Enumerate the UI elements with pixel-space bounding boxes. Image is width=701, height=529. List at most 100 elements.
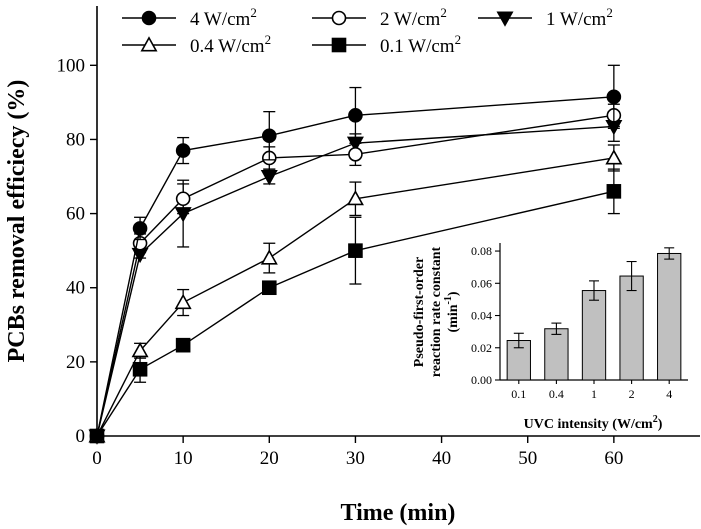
legend-item: 0.4 W/cm2 [122,32,271,57]
data-point [175,337,191,353]
main-series [88,64,623,445]
y-tick-label: 40 [66,278,85,299]
x-tick-label: 20 [260,448,279,469]
legend-label: 2 W/cm2 [380,5,447,30]
data-point [260,169,278,186]
x-axis-title: Time (min) [341,500,456,526]
inset-ylabel-line3-sup: -1 [443,296,454,304]
data-point [131,341,149,358]
data-point [175,191,191,207]
series-line [96,157,614,437]
data-point [605,149,623,165]
legend-label-sup: 2 [455,32,462,47]
inset-x-tick-label: 2 [629,387,635,401]
x-tick-label: 50 [518,448,537,469]
inset-x-tick-label: 0.1 [511,387,526,401]
data-point [132,221,148,236]
inset-bar [544,328,569,381]
inset-y-tick-label: 0.04 [471,309,492,323]
x-tick-label: 40 [432,448,451,469]
inset-ylabel-line3-main: (min [446,304,461,332]
data-point [606,184,622,199]
inset-chart: 0.00 0.02 0.04 0.06 0.08 0.1 0.4 1 2 4 UVC inten… [412,243,688,432]
data-point [174,293,192,310]
series-circle-filled [89,64,622,444]
inset-bar [619,275,644,381]
data-point [175,143,191,158]
legend-marker [496,11,514,27]
main-y-ticks: 0 20 40 60 80 100 [57,55,97,447]
legend-item: 0.1 W/cm2 [312,32,461,57]
legend-label-text: 2 W/cm [380,9,441,30]
inset-ylabel-line2: reaction rate constant [429,246,444,377]
legend-label-sup: 2 [250,5,257,20]
series-line [96,125,614,437]
legend-marker [140,36,158,52]
legend-label-sup: 2 [440,5,447,20]
legend-label: 1 W/cm2 [546,5,613,30]
legend-label-text: 0.1 W/cm [380,36,455,57]
series-square-filled [89,168,622,444]
legend-label-text: 4 W/cm [190,9,251,30]
main-x-ticks: 0 10 20 30 40 50 60 [92,436,623,469]
legend-item: 4 W/cm2 [122,5,257,30]
data-point [348,146,363,162]
legend-marker [331,10,347,26]
legend-label: 4 W/cm2 [190,5,257,30]
data-point [132,361,148,377]
inset-bar [657,252,682,381]
data-point [89,428,105,444]
x-tick-label: 10 [174,448,193,469]
data-point [606,89,622,105]
series-triangle-up-open [88,144,623,443]
legend-label-sup: 2 [265,32,272,47]
legend-label: 0.1 W/cm2 [380,32,461,57]
inset-x-tick-label: 0.4 [549,387,564,401]
series-line [96,190,615,437]
main-chart: 0 20 40 60 80 100 0 10 20 30 40 50 60 Time (min) PC… [4,5,700,526]
inset-bar [581,290,607,381]
inset-y-tick-label: 0.06 [471,276,492,290]
inset-x-tick-label: 1 [591,387,597,401]
inset-ylabel-line3-suffix: ) [446,291,461,296]
inset-xlabel-sup: 2 [653,414,658,425]
inset-y-axis-title: Pseudo-first-order reaction rate constan… [412,246,461,377]
data-point [348,108,363,123]
inset-xlabel: UVC intensity (W/cm [524,417,653,432]
x-tick-label: 60 [604,448,623,469]
data-point [261,280,277,296]
legend-marker [331,37,347,53]
data-point [261,128,277,144]
legend-label-sup: 2 [606,5,613,20]
legend-item: 1 W/cm2 [478,5,613,30]
series-line [96,96,614,437]
y-tick-label: 20 [66,352,85,373]
inset-ylabel-line3: (min-1) [443,291,461,332]
inset-y-tick-label: 0.00 [471,373,492,387]
legend-marker [141,10,157,26]
data-point [348,243,363,258]
y-tick-label: 80 [66,129,85,150]
legend-label: 0.4 W/cm2 [190,32,271,57]
inset-y-ticks: 0.00 0.02 0.04 0.06 0.08 [471,244,500,387]
data-point [346,189,364,206]
inset-y-tick-label: 0.08 [471,244,492,258]
legend-label-text: 1 W/cm [546,9,607,30]
legend-item: 2 W/cm2 [312,5,447,30]
y-axis-title: PCBs removal efficiecy (%) [4,80,30,363]
y-tick-label: 60 [66,204,85,225]
y-tick-label: 100 [57,55,86,76]
data-point [260,249,278,265]
inset-bars [506,247,682,381]
inset-xlabel-suffix: ) [658,417,663,432]
x-tick-label: 0 [92,448,102,469]
inset-ylabel-line1: Pseudo-first-order [412,257,427,367]
inset-x-axis-title: UVC intensity (W/cm2) [524,414,663,432]
legend-label-text: 0.4 W/cm [190,36,265,57]
y-tick-label: 0 [76,426,86,447]
series-line [96,114,614,437]
inset-x-tick-label: 4 [666,387,672,401]
inset-x-ticks: 0.1 0.4 1 2 4 [511,380,672,401]
